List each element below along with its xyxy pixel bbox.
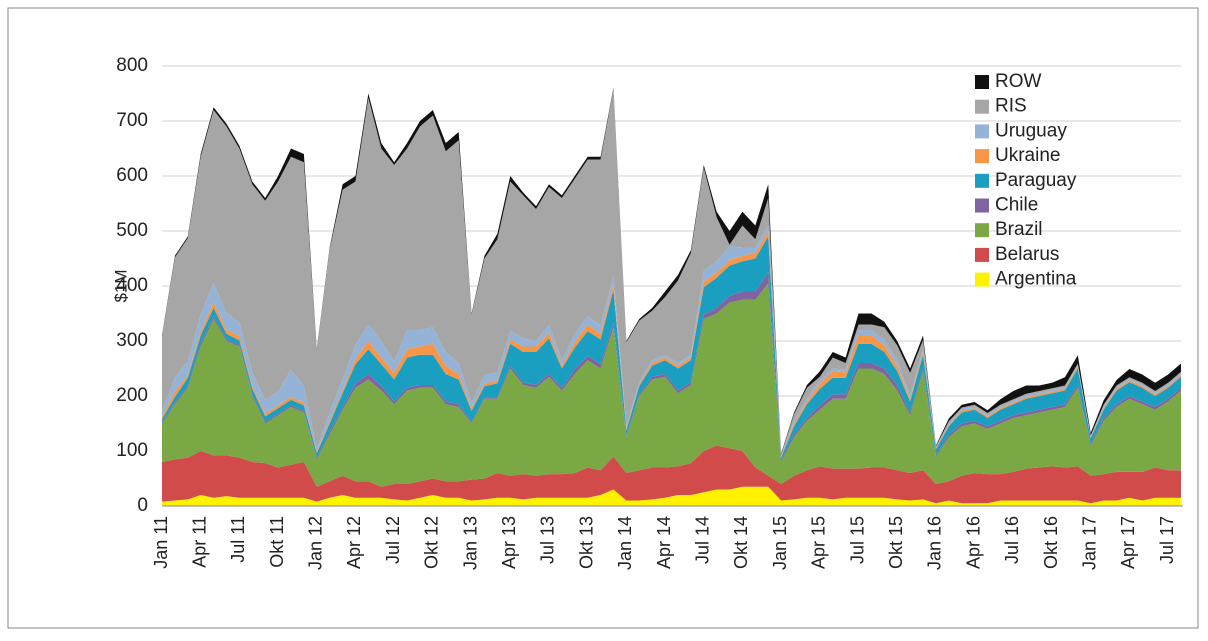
legend-swatch xyxy=(975,223,989,238)
legend-swatch xyxy=(975,272,989,287)
y-tick-label: 500 xyxy=(116,220,148,241)
x-tick-label: Apr 14 xyxy=(654,516,674,569)
y-tick-label: 600 xyxy=(116,165,148,186)
x-tick-label: Okt 15 xyxy=(886,516,906,569)
area xyxy=(162,225,1181,457)
x-tick-label: Okt 13 xyxy=(576,516,596,569)
x-tick-label: Okt 11 xyxy=(267,516,287,568)
y-tick-label: 800 xyxy=(116,55,148,76)
legend-swatch xyxy=(975,124,989,139)
legend-label: Uruguay xyxy=(995,120,1067,141)
x-tick-label: Apr 13 xyxy=(499,516,519,569)
x-tick-label: Jul 14 xyxy=(692,516,712,564)
x-tick-label: Jul 11 xyxy=(228,516,248,563)
legend-swatch xyxy=(975,173,989,188)
x-tick-label: Jul 16 xyxy=(1002,516,1022,564)
legend-label: Chile xyxy=(995,195,1038,216)
legend-label: Ukraine xyxy=(995,145,1060,166)
x-tick-label: Jan 13 xyxy=(460,516,480,570)
legend-label: Argentina xyxy=(995,269,1077,290)
x-tick-label: Apr 11 xyxy=(189,516,209,568)
y-axis-label: $1M xyxy=(111,269,130,302)
x-tick-label: Apr 12 xyxy=(344,516,364,569)
x-tick-label: Apr 17 xyxy=(1118,516,1138,569)
y-tick-label: 200 xyxy=(116,385,148,406)
legend-label: RIS xyxy=(995,96,1027,117)
y-tick-label: 700 xyxy=(116,110,148,131)
x-tick-label: Apr 16 xyxy=(963,516,983,569)
x-tick-label: Okt 12 xyxy=(422,516,442,569)
y-tick-label: 300 xyxy=(116,330,148,351)
legend-label: Belarus xyxy=(995,244,1059,265)
legend-swatch xyxy=(975,75,989,89)
x-tick-label: Jan 17 xyxy=(1079,516,1099,570)
area xyxy=(162,89,1181,456)
x-tick-label: Jul 13 xyxy=(538,516,558,564)
x-tick-label: Jan 11 xyxy=(151,516,171,569)
x-tick-label: Jul 15 xyxy=(847,516,867,564)
legend-label: Paraguay xyxy=(995,170,1077,191)
x-tick-label: Okt 16 xyxy=(1041,516,1061,569)
y-tick-label: 100 xyxy=(116,440,148,461)
y-tick-label: 0 xyxy=(137,495,148,516)
legend-swatch xyxy=(975,149,989,164)
legend-swatch xyxy=(975,247,989,262)
area xyxy=(162,445,1181,504)
legend-swatch xyxy=(975,198,989,213)
x-tick-label: Jan 12 xyxy=(306,516,326,570)
x-tick-label: Jan 15 xyxy=(770,516,790,570)
legend-label: ROW xyxy=(995,71,1042,92)
legend-label: Brazil xyxy=(995,219,1043,240)
area xyxy=(162,88,1181,455)
y-tick-label: 400 xyxy=(116,275,148,296)
legend-swatch xyxy=(975,99,989,114)
x-tick-label: Jan 16 xyxy=(925,516,945,570)
x-tick-label: Okt 14 xyxy=(731,516,751,569)
x-tick-label: Jul 17 xyxy=(1157,516,1177,564)
x-tick-label: Jul 12 xyxy=(383,516,403,564)
x-tick-label: Jan 14 xyxy=(615,516,635,570)
x-tick-label: Apr 15 xyxy=(809,516,829,569)
